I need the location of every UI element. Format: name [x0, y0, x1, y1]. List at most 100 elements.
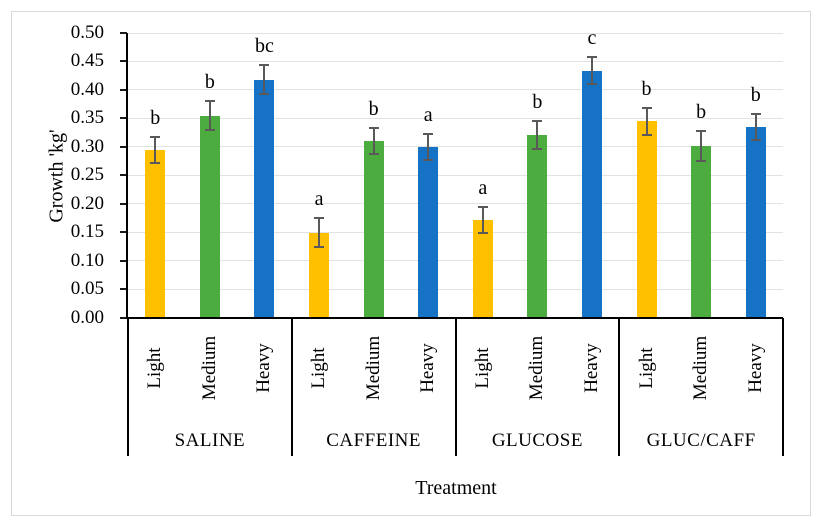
error-cap-bottom — [696, 160, 707, 163]
y-tick-mark — [120, 202, 127, 205]
bar-gluc-caff-light — [636, 121, 657, 318]
significance-letter: bc — [255, 35, 274, 58]
error-cap-bottom — [477, 232, 488, 235]
y-tick-mark — [120, 32, 127, 34]
group-separator — [454, 317, 457, 456]
y-tick-label: 0.20 — [70, 192, 104, 214]
significance-letter: a — [423, 103, 433, 126]
error-cap-bottom — [423, 158, 434, 161]
level-label-medium: Medium — [690, 335, 712, 401]
x-axis-title: Treatment — [415, 477, 497, 499]
level-label-medium: Medium — [362, 335, 384, 401]
error-cap-bottom — [314, 245, 325, 248]
gridline — [128, 32, 783, 34]
error-cap-top — [423, 132, 434, 135]
error-bar — [754, 113, 757, 140]
bar-glucose-light — [472, 220, 493, 318]
level-label-heavy: Heavy — [417, 343, 439, 393]
error-cap-top — [150, 135, 161, 138]
bar-gluc-caff-heavy — [745, 126, 766, 318]
figure-border — [11, 11, 811, 516]
significance-letter: b — [750, 83, 761, 106]
y-tick-label: 0.05 — [70, 278, 104, 300]
y-tick-label: 0.30 — [70, 135, 104, 157]
gridline — [128, 260, 783, 262]
y-tick-label: 0.00 — [70, 306, 104, 328]
gridline — [128, 89, 783, 91]
error-cap-top — [532, 119, 543, 122]
y-tick-label: 0.10 — [70, 249, 104, 271]
level-label-heavy: Heavy — [253, 343, 275, 393]
y-tick-mark — [120, 117, 127, 120]
error-bar — [590, 57, 593, 84]
group-label-caffeine: CAFFEINE — [326, 430, 422, 451]
significance-letter: a — [314, 188, 324, 211]
group-label-glucose: GLUCOSE — [491, 430, 583, 451]
error-bar — [481, 207, 484, 234]
group-separator — [618, 317, 621, 456]
group-label-saline: SALINE — [174, 430, 246, 451]
error-bar — [318, 218, 321, 247]
level-label-light: Light — [635, 347, 657, 389]
y-tick-mark — [120, 288, 127, 291]
y-tick-mark — [120, 145, 127, 148]
gridline — [128, 146, 783, 148]
significance-letter: b — [150, 106, 161, 129]
significance-letter: b — [696, 101, 707, 124]
level-label-medium: Medium — [198, 335, 220, 401]
y-tick-mark — [120, 60, 127, 63]
bar-caffeine-light — [309, 232, 330, 318]
level-label-heavy: Heavy — [744, 343, 766, 393]
error-bar — [536, 120, 539, 150]
y-tick-mark — [120, 231, 127, 234]
level-label-light: Light — [144, 347, 166, 389]
gridline — [128, 60, 783, 62]
y-tick-label: 0.15 — [70, 221, 104, 243]
error-cap-top — [204, 100, 215, 103]
level-label-light: Light — [308, 347, 330, 389]
error-bar — [645, 107, 648, 135]
y-tick-label: 0.25 — [70, 164, 104, 186]
error-bar — [208, 101, 211, 130]
error-cap-bottom — [259, 92, 270, 95]
y-tick-mark — [120, 88, 127, 91]
gridline — [128, 117, 783, 119]
y-tick-mark — [120, 316, 127, 319]
error-cap-bottom — [532, 148, 543, 151]
significance-letter: a — [478, 177, 488, 200]
error-cap-top — [750, 112, 761, 115]
error-cap-bottom — [641, 133, 652, 136]
y-tick-label: 0.40 — [70, 78, 104, 100]
significance-letter: c — [587, 27, 597, 50]
error-cap-top — [368, 127, 379, 130]
y-axis-line — [126, 33, 128, 319]
error-cap-bottom — [586, 82, 597, 85]
level-label-medium: Medium — [526, 335, 548, 401]
x-axis-line — [126, 316, 783, 319]
error-cap-top — [641, 106, 652, 109]
error-bar — [427, 133, 430, 160]
y-tick-mark — [120, 174, 127, 177]
significance-letter: b — [368, 98, 379, 121]
bar-caffeine-heavy — [418, 146, 439, 318]
significance-letter: b — [641, 77, 652, 100]
significance-letter: b — [532, 90, 543, 113]
significance-letter: b — [204, 71, 215, 94]
group-separator — [782, 317, 784, 456]
bar-gluc-caff-medium — [691, 146, 712, 318]
y-tick-mark — [120, 259, 127, 262]
bar-saline-medium — [199, 115, 220, 318]
group-label-gluc-caff: GLUC/CAFF — [646, 430, 756, 451]
bar-glucose-heavy — [581, 70, 602, 318]
error-cap-top — [586, 56, 597, 59]
error-bar — [700, 131, 703, 161]
error-bar — [263, 65, 266, 94]
y-tick-label: 0.45 — [70, 50, 104, 72]
y-tick-label: 0.35 — [70, 107, 104, 129]
error-cap-bottom — [368, 153, 379, 156]
error-bar — [154, 136, 157, 163]
gridline — [128, 174, 783, 176]
group-separator — [127, 317, 129, 456]
bar-glucose-medium — [527, 134, 548, 318]
